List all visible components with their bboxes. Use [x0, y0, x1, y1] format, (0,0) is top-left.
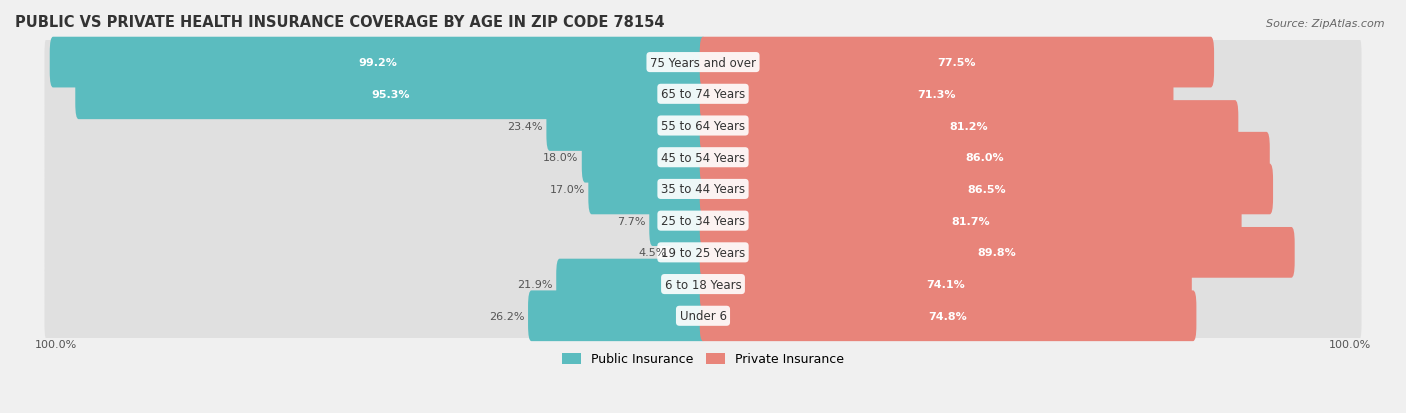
Text: 100.0%: 100.0% [1329, 339, 1371, 349]
Text: 26.2%: 26.2% [489, 311, 524, 321]
FancyBboxPatch shape [45, 69, 1361, 120]
FancyBboxPatch shape [76, 69, 706, 120]
FancyBboxPatch shape [650, 196, 706, 247]
FancyBboxPatch shape [588, 164, 706, 215]
FancyBboxPatch shape [45, 196, 1361, 247]
Text: 89.8%: 89.8% [977, 248, 1017, 258]
Text: 25 to 34 Years: 25 to 34 Years [661, 215, 745, 228]
Text: 7.7%: 7.7% [617, 216, 645, 226]
FancyBboxPatch shape [700, 291, 1197, 341]
Text: 17.0%: 17.0% [550, 185, 585, 195]
Text: 81.2%: 81.2% [949, 121, 988, 131]
Text: 45 to 54 Years: 45 to 54 Years [661, 151, 745, 164]
Text: 77.5%: 77.5% [938, 58, 976, 68]
Text: PUBLIC VS PRIVATE HEALTH INSURANCE COVERAGE BY AGE IN ZIP CODE 78154: PUBLIC VS PRIVATE HEALTH INSURANCE COVER… [15, 15, 665, 30]
Text: 19 to 25 Years: 19 to 25 Years [661, 246, 745, 259]
FancyBboxPatch shape [700, 228, 1295, 278]
Text: 18.0%: 18.0% [543, 153, 578, 163]
Text: 65 to 74 Years: 65 to 74 Years [661, 88, 745, 101]
Text: 86.0%: 86.0% [966, 153, 1004, 163]
FancyBboxPatch shape [45, 164, 1361, 215]
Text: 35 to 44 Years: 35 to 44 Years [661, 183, 745, 196]
Text: 71.3%: 71.3% [917, 90, 956, 100]
FancyBboxPatch shape [529, 291, 706, 341]
FancyBboxPatch shape [700, 259, 1192, 310]
Text: Under 6: Under 6 [679, 309, 727, 323]
Text: 75 Years and over: 75 Years and over [650, 57, 756, 69]
FancyBboxPatch shape [45, 38, 1361, 88]
FancyBboxPatch shape [557, 259, 706, 310]
FancyBboxPatch shape [45, 101, 1361, 152]
FancyBboxPatch shape [700, 69, 1174, 120]
Text: Source: ZipAtlas.com: Source: ZipAtlas.com [1267, 19, 1385, 28]
Text: 4.5%: 4.5% [638, 248, 666, 258]
Text: 21.9%: 21.9% [517, 279, 553, 290]
Text: 99.2%: 99.2% [359, 58, 398, 68]
FancyBboxPatch shape [45, 133, 1361, 183]
FancyBboxPatch shape [45, 259, 1361, 310]
Text: 81.7%: 81.7% [952, 216, 990, 226]
FancyBboxPatch shape [45, 291, 1361, 341]
Text: 74.1%: 74.1% [927, 279, 965, 290]
Text: 6 to 18 Years: 6 to 18 Years [665, 278, 741, 291]
FancyBboxPatch shape [45, 228, 1361, 278]
FancyBboxPatch shape [49, 38, 706, 88]
Legend: Public Insurance, Private Insurance: Public Insurance, Private Insurance [557, 348, 849, 370]
FancyBboxPatch shape [582, 133, 706, 183]
FancyBboxPatch shape [700, 164, 1272, 215]
FancyBboxPatch shape [700, 196, 1241, 247]
FancyBboxPatch shape [547, 101, 706, 152]
FancyBboxPatch shape [700, 38, 1215, 88]
FancyBboxPatch shape [700, 101, 1239, 152]
Text: 74.8%: 74.8% [929, 311, 967, 321]
Text: 23.4%: 23.4% [508, 121, 543, 131]
Text: 55 to 64 Years: 55 to 64 Years [661, 120, 745, 133]
FancyBboxPatch shape [700, 133, 1270, 183]
Text: 95.3%: 95.3% [371, 90, 411, 100]
FancyBboxPatch shape [671, 228, 706, 278]
Text: 86.5%: 86.5% [967, 185, 1005, 195]
Text: 100.0%: 100.0% [35, 339, 77, 349]
